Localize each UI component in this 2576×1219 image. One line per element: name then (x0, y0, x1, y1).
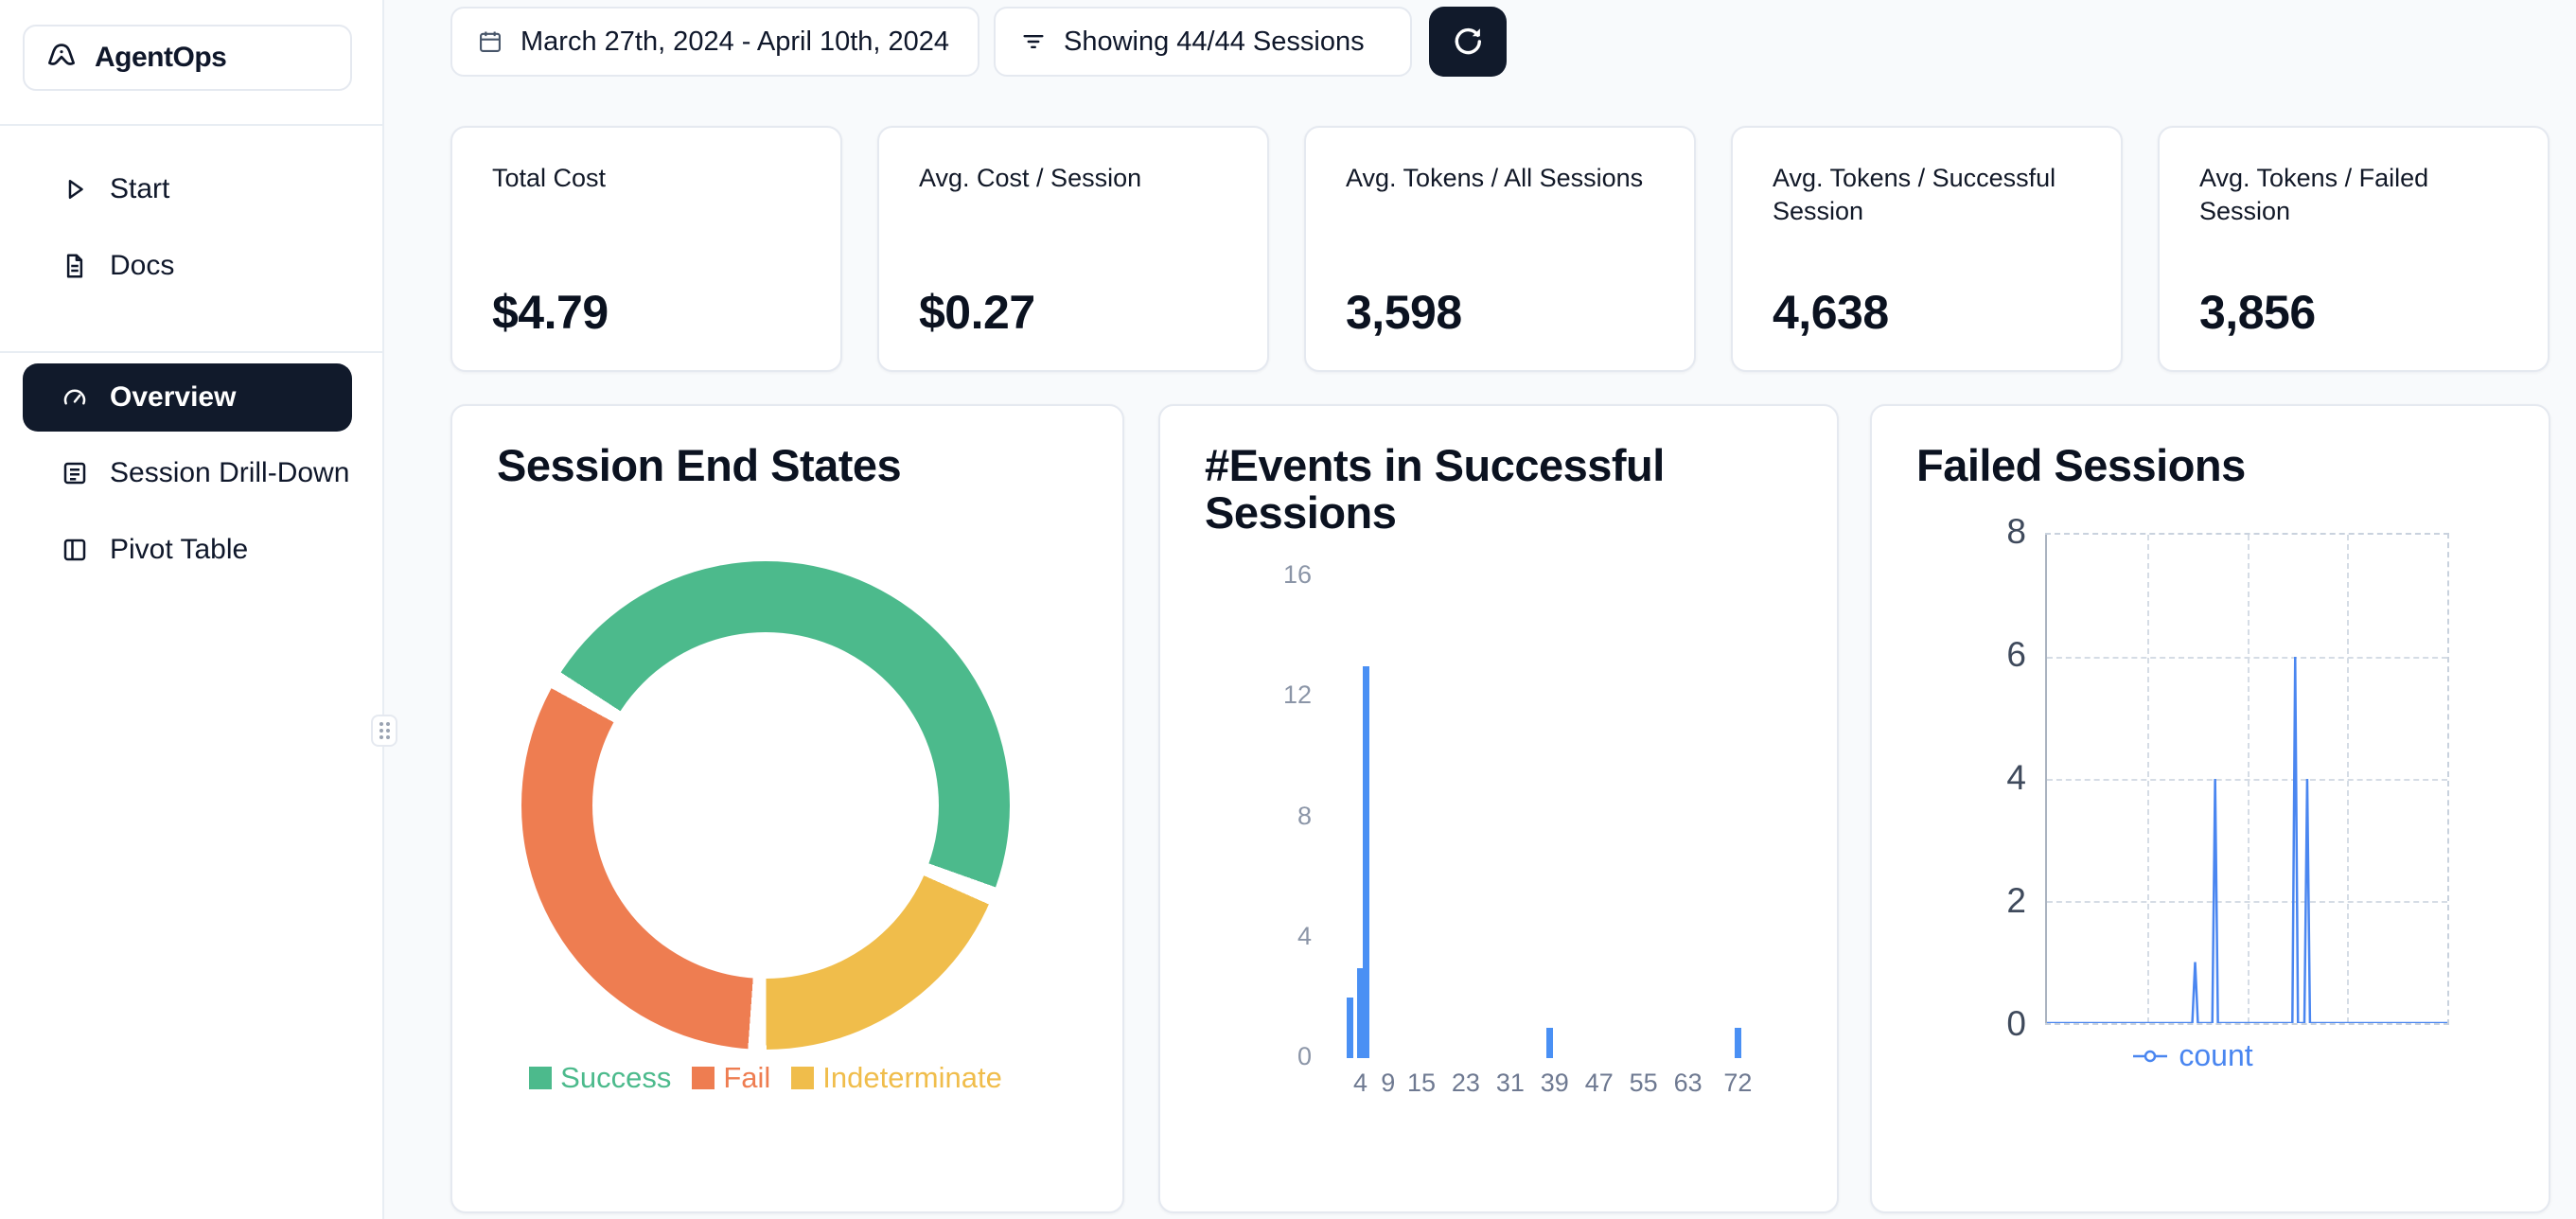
line-marker-icon (2131, 1047, 2169, 1066)
events-bar-plot (1338, 576, 1755, 1058)
x-axis-tick: 55 (1629, 1069, 1658, 1097)
y-axis-tick: 2 (2006, 881, 2026, 920)
sessions-filter-button[interactable]: Showing 44/44 Sessions (994, 7, 1412, 77)
stat-value: $0.27 (919, 286, 1035, 339)
brand-name: AgentOps (95, 42, 227, 73)
failed-sessions-card: Failed Sessions count 0 2 4 6 8 (1870, 404, 2550, 1213)
document-icon (61, 252, 89, 280)
bar (1735, 1028, 1742, 1058)
y-axis-tick: 4 (1297, 921, 1312, 950)
y-axis-tick: 8 (2006, 512, 2026, 551)
agentops-logo-icon (44, 40, 79, 76)
legend-swatch (692, 1067, 715, 1089)
donut-legend: Success Fail Indeterminate (503, 1061, 1029, 1095)
play-icon (61, 175, 89, 203)
gauge-icon (61, 383, 89, 412)
sidebar-item-label: Session Drill-Down (110, 457, 350, 488)
stat-value: $4.79 (492, 286, 609, 339)
date-range-picker[interactable]: March 27th, 2024 - April 10th, 2024 (450, 7, 979, 77)
bar (1346, 998, 1353, 1058)
gridline (2047, 901, 2447, 903)
sidebar-item-docs[interactable]: Docs (23, 238, 352, 294)
sidebar-item-overview[interactable]: Overview (23, 363, 352, 432)
x-axis-tick: 31 (1495, 1069, 1525, 1097)
stat-label: Avg. Tokens / All Sessions (1346, 164, 1644, 192)
events-successful-sessions-card: #Events in Successful Sessions 0 4 8 12 16 4 9… (1158, 404, 1839, 1213)
chart-title: Failed Sessions (1916, 440, 2246, 490)
bar (1545, 1028, 1553, 1058)
count-line (2047, 657, 2447, 1023)
x-axis-tick: 72 (1723, 1069, 1753, 1097)
refresh-icon (1451, 25, 1485, 59)
stat-label: Total Cost (492, 164, 607, 192)
stat-value: 3,598 (1346, 286, 1462, 339)
y-axis-tick: 8 (1297, 801, 1312, 830)
failed-sessions-line (2047, 535, 2447, 1023)
refresh-button[interactable] (1429, 7, 1507, 77)
legend-label: Fail (723, 1061, 771, 1094)
legend-label: Success (560, 1061, 672, 1094)
x-axis-tick: 4 (1352, 1069, 1367, 1097)
failed-sessions-plot (2045, 533, 2449, 1025)
legend-swatch (791, 1067, 815, 1089)
x-axis-tick: 39 (1540, 1069, 1569, 1097)
sidebar-item-session-drill-down[interactable]: Session Drill-Down (23, 445, 352, 502)
gridline (2047, 657, 2447, 659)
line-legend-count[interactable]: count (1990, 1038, 2394, 1073)
y-axis-tick: 6 (2006, 635, 2026, 674)
x-axis-tick: 9 (1381, 1069, 1396, 1097)
sidebar-resize-handle[interactable] (371, 715, 397, 747)
x-axis-tick: 23 (1451, 1069, 1480, 1097)
sessions-filter-text: Showing 44/44 Sessions (1064, 26, 1365, 57)
list-box-icon (61, 459, 89, 487)
stat-label: Avg. Tokens / Failed Session (2199, 164, 2429, 226)
y-axis-tick: 0 (1297, 1042, 1312, 1070)
stat-card-avg-tokens-failed: Avg. Tokens / Failed Session 3,856 (2158, 126, 2550, 372)
legend-swatch (529, 1067, 553, 1089)
stat-label: Avg. Cost / Session (919, 164, 1142, 192)
sidebar-item-label: Docs (110, 250, 175, 281)
bar (1357, 967, 1365, 1058)
y-axis-tick: 0 (2006, 1004, 2026, 1043)
sidebar-item-pivot-table[interactable]: Pivot Table (23, 521, 352, 578)
stat-card-avg-tokens-all: Avg. Tokens / All Sessions 3,598 (1304, 126, 1696, 372)
y-axis-line (2045, 535, 2047, 1023)
chart-title: #Events in Successful Sessions (1205, 440, 1665, 539)
legend-label: count (2179, 1038, 2253, 1072)
stat-card-avg-cost-session: Avg. Cost / Session $0.27 (877, 126, 1269, 372)
x-axis-tick: 15 (1406, 1069, 1437, 1097)
y-axis-tick: 4 (2006, 758, 2026, 797)
stat-value: 3,856 (2199, 286, 2316, 339)
stat-label: Avg. Tokens / Successful Session (1773, 164, 2056, 226)
y-axis-tick: 16 (1282, 560, 1312, 589)
chart-title: Session End States (497, 440, 902, 490)
sidebar-item-label: Pivot Table (110, 534, 249, 565)
sidebar-item-start[interactable]: Start (23, 161, 352, 218)
sidebar: AgentOps Start Docs Overview Session Dri… (0, 0, 384, 1219)
x-axis-tick: 47 (1584, 1069, 1614, 1097)
calendar-icon (477, 28, 503, 55)
stat-card-avg-tokens-successful: Avg. Tokens / Successful Session 4,638 (1731, 126, 2123, 372)
y-axis-tick: 12 (1282, 680, 1312, 710)
donut-chart (521, 561, 1010, 1050)
session-end-states-card: Session End States Success Fail Indetermin… (450, 404, 1124, 1213)
sidebar-divider-top (0, 124, 382, 126)
legend-item-success[interactable]: Success (529, 1061, 671, 1095)
sidebar-item-label: Start (110, 173, 170, 204)
sidebar-divider-mid (0, 351, 382, 353)
stat-value: 4,638 (1773, 286, 1889, 339)
legend-item-fail[interactable]: Fail (692, 1061, 770, 1095)
columns-icon (61, 536, 89, 564)
gridline (2047, 779, 2447, 781)
bar (1363, 666, 1370, 1058)
legend-label: Indeterminate (822, 1061, 1002, 1094)
date-range-text: March 27th, 2024 - April 10th, 2024 (520, 26, 950, 57)
legend-item-indeterminate[interactable]: Indeterminate (791, 1061, 1002, 1095)
brand-logo[interactable]: AgentOps (23, 25, 352, 91)
funnel-icon (1020, 28, 1047, 55)
sidebar-item-label: Overview (110, 381, 237, 413)
stat-card-total-cost: Total Cost $4.79 (450, 126, 842, 372)
x-axis-tick: 63 (1673, 1069, 1703, 1097)
drag-dots-icon (378, 721, 391, 740)
